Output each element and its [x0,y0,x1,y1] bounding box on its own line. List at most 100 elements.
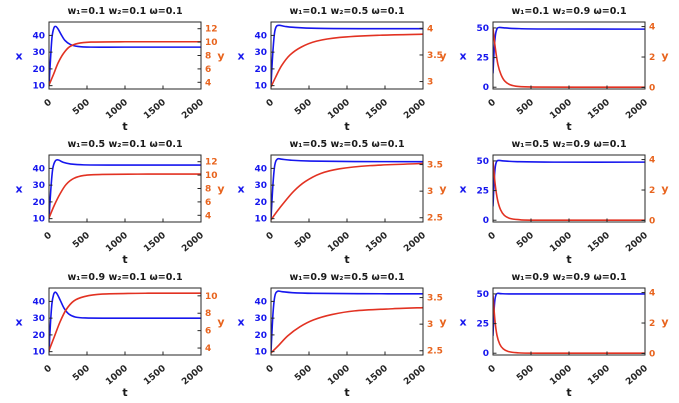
x-curve [493,159,645,207]
right-axis-label: y [661,50,668,63]
right-tick-label: 8 [205,52,211,62]
left-tick-label: 0 [483,216,489,226]
x-tick-label: 0 [43,231,54,243]
x-tick-label: 1000 [548,98,574,122]
subplot-title: w₁=0.1 w₂=0.5 ω=0.1 [289,6,404,17]
left-tick-label: 10 [254,215,267,225]
right-tick-label: 3 [427,187,433,197]
left-tick-label: 20 [254,65,267,75]
x-axis-label: t [122,120,127,133]
right-tick-label: 3.5 [427,51,443,61]
left-tick-label: 10 [32,348,45,358]
plot-canvas: 0 500 1000 1500 2000 10 20 30 40 2.5 3 3.5 w₁=0.5 w₂… [237,139,446,266]
subplot-title: w₁=0.5 w₂=0.5 ω=0.1 [289,139,404,150]
left-tick-label: 10 [254,82,267,92]
right-tick-label: 3.5 [427,161,443,171]
left-tick-label: 40 [254,31,267,41]
left-tick-label: 20 [254,331,267,341]
left-tick-label: 30 [254,48,267,58]
axis-box [270,287,424,356]
right-tick-label: 4 [427,24,433,34]
right-tick-label: 4 [205,211,211,221]
subplot-title: w₁=0.9 w₂=0.1 ω=0.1 [67,272,182,283]
x-tick-label: 0 [43,98,54,110]
axis-box [492,21,646,90]
left-axis-label: x [15,316,22,329]
subplot-1-3: 0 500 1000 1500 2000 0 25 50 0 2 4 w₁=0.1 w₂=0.9 ω=… [449,2,671,135]
y-curve [493,294,645,355]
axis-box [492,154,646,223]
right-tick-label: 4 [649,156,655,166]
left-axis-label: x [15,50,22,63]
axis-box [48,21,202,90]
subplot-title: w₁=0.1 w₂=0.1 ω=0.1 [67,6,182,17]
right-tick-label: 0 [649,349,655,359]
right-axis-label: y [217,183,224,196]
subplot-3-3: 0 500 1000 1500 2000 0 25 50 0 2 4 w₁=0.9 w₂=0.9 ω=… [449,268,671,401]
x-tick-label: 1000 [326,364,352,388]
x-tick-label: 0 [487,364,498,376]
right-axis-label: y [439,316,446,329]
subplot-title: w₁=0.9 w₂=0.5 ω=0.1 [289,272,404,283]
x-axis-label: t [566,253,571,266]
left-tick-label: 30 [32,314,45,324]
x-tick-label: 500 [71,364,92,384]
left-tick-label: 10 [32,82,45,92]
axis-box [48,287,202,356]
plot-area [49,291,201,353]
x-tick-label: 0 [265,98,276,110]
x-tick-label: 1500 [142,231,168,255]
subplot-title: w₁=0.5 w₂=0.1 ω=0.1 [67,139,182,150]
x-tick-label: 1500 [364,98,390,122]
left-tick-label: 25 [476,54,489,64]
right-axis-label: y [217,50,224,63]
right-tick-label: 6 [205,327,211,337]
left-tick-label: 40 [254,164,267,174]
plot-canvas: 0 500 1000 1500 2000 10 20 30 40 4 6 8 10 12 w₁=0.5 w₂… [15,139,224,266]
y-curve [49,173,201,219]
x-tick-label: 500 [71,231,92,251]
x-tick-label: 500 [515,231,536,251]
right-tick-label: 4 [205,344,211,354]
x-tick-label: 1500 [364,231,390,255]
y-curve [271,33,423,88]
left-tick-label: 25 [476,320,489,330]
right-tick-label: 3.5 [427,294,443,304]
right-axis-label: y [217,316,224,329]
right-tick-label: 4 [205,78,211,88]
x-tick-label: 500 [293,364,314,384]
x-axis-label: t [344,120,349,133]
axis-box [270,21,424,90]
right-axis-label: y [661,183,668,196]
plot-area [49,25,201,87]
x-tick-label: 1000 [548,231,574,255]
x-axis-label: t [122,253,127,266]
x-tick-label: 1000 [104,231,130,255]
subplot-title: w₁=0.9 w₂=0.9 ω=0.1 [511,272,626,283]
x-tick-label: 2000 [402,231,428,255]
plot-area [493,159,645,222]
right-axis-label: y [439,50,446,63]
x-tick-label: 500 [293,231,314,251]
left-tick-label: 30 [32,181,45,191]
left-tick-label: 30 [254,314,267,324]
x-curve [493,26,645,74]
x-tick-label: 2000 [180,364,206,388]
right-tick-label: 3 [427,320,433,330]
left-axis-label: x [15,183,22,196]
left-tick-label: 10 [32,215,45,225]
right-tick-label: 8 [205,185,211,195]
x-curve [49,158,201,220]
x-tick-label: 1500 [142,98,168,122]
x-tick-label: 2000 [180,98,206,122]
right-tick-label: 12 [205,25,218,35]
x-tick-label: 1500 [586,231,612,255]
x-tick-label: 2000 [402,364,428,388]
left-axis-label: x [459,183,466,196]
x-tick-label: 2000 [180,231,206,255]
x-tick-label: 0 [265,231,276,243]
right-tick-label: 2.5 [427,347,443,357]
left-tick-label: 20 [32,198,45,208]
